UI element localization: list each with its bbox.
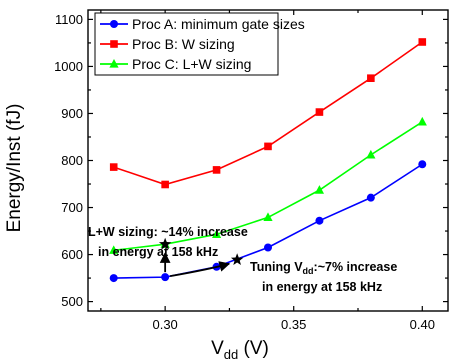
data-point: [366, 149, 376, 159]
annotation-layer: [158, 237, 244, 278]
x-tick-label: 0.35: [281, 317, 306, 332]
legend-label: Proc A: minimum gate sizes: [132, 16, 305, 32]
data-point: [212, 166, 221, 174]
legend-label: Proc C: L+W sizing: [132, 56, 251, 72]
data-point: [109, 245, 119, 254]
data-point: [109, 163, 118, 171]
y-tick-label: 700: [61, 200, 83, 215]
legend-label: Proc B: W sizing: [132, 36, 235, 52]
x-tick-label: 0.40: [410, 317, 435, 332]
y-tick-label: 800: [61, 153, 83, 168]
data-point: [109, 274, 118, 283]
y-tick-label: 1000: [54, 59, 83, 74]
annotation-lw: L+W sizing: ~14% increase in energy at 1…: [88, 225, 251, 259]
y-tick-label: 500: [61, 294, 83, 309]
data-point: [314, 185, 325, 194]
data-point: [161, 180, 169, 189]
data-point: [418, 160, 427, 169]
data-point: [367, 74, 375, 82]
data-point: [417, 116, 427, 126]
data-point: [366, 193, 375, 202]
y-axis-title: Energy/Inst (fJ): [4, 104, 25, 233]
y-tick-label: 900: [61, 106, 83, 121]
arrow-curved: [169, 261, 231, 278]
series-proc-b: [109, 38, 427, 189]
star-marker-vdd: [230, 253, 244, 265]
data-point: [315, 108, 324, 116]
data-point: [264, 243, 272, 252]
y-tick-label: 1100: [55, 12, 83, 27]
data-point: [264, 142, 272, 151]
data-point: [161, 273, 170, 282]
legend-marker: [109, 59, 119, 68]
legend-marker: [110, 40, 118, 48]
data-point: [315, 216, 324, 225]
axes: 500 600 700 800 900 1000 1100 0.30 0.35 0.40: [54, 9, 449, 332]
x-tick-label: 0.30: [152, 317, 177, 332]
y-tick-label: 600: [61, 247, 83, 262]
x-axis-title: Vdd (V): [211, 338, 269, 362]
star-marker-lw: [158, 237, 172, 250]
data-point: [263, 212, 273, 222]
data-point: [211, 229, 222, 238]
legend-marker: [110, 20, 118, 28]
annotation-vdd: Tuning Vdd:~7% increase in energy at 158…: [250, 260, 401, 294]
legend: Proc A: minimum gate sizes Proc B: W sizi…: [94, 12, 305, 76]
data-point: [418, 38, 427, 46]
